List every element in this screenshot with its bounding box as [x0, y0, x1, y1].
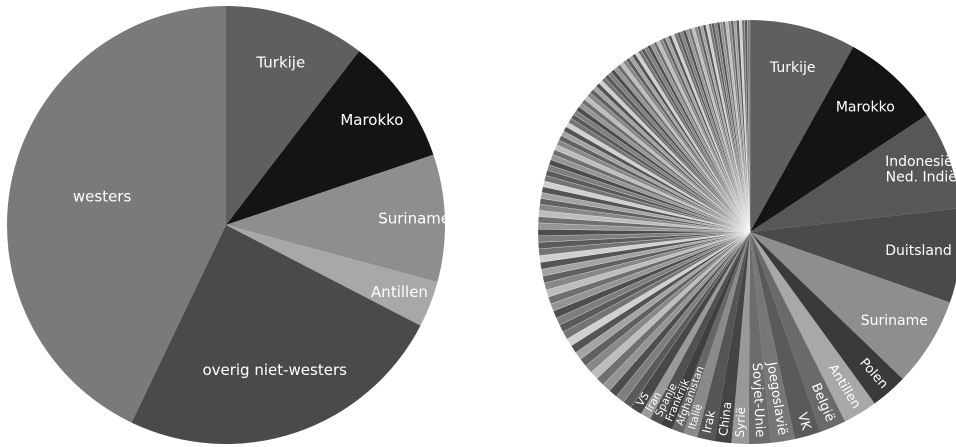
slice-frankrijk — [660, 232, 750, 430]
slice-marokko — [226, 51, 434, 226]
label-syrie: Syrië — [733, 407, 748, 438]
slice-turkije — [750, 20, 854, 232]
slice-westers — [6, 6, 227, 423]
slice-irak — [697, 232, 750, 441]
label-sovjet-unie: Sovjet-Unie — [749, 362, 768, 437]
slice-afghanistan — [671, 232, 750, 434]
slice-indonesie-ned-indie — [750, 115, 956, 232]
slice-vk — [750, 232, 821, 440]
label-antillen: Antillen — [371, 283, 428, 301]
label-china: China — [716, 401, 734, 437]
label-suriname: Suriname — [378, 210, 450, 228]
slice-vs — [630, 232, 750, 414]
slice-overig-niet-westers — [131, 225, 421, 445]
slice-iran — [640, 232, 750, 420]
slice-antillen — [226, 225, 438, 326]
slice-syrie — [731, 232, 750, 444]
slice-china — [714, 232, 750, 444]
label-suriname: Suriname — [861, 313, 928, 329]
label-irak: Irak — [700, 409, 718, 434]
slice-duitsland — [750, 208, 956, 303]
slice-sovjet-unie — [748, 232, 772, 445]
label-turkije: Turkije — [255, 54, 305, 72]
slice-suriname — [750, 232, 950, 380]
slice-other-110 — [747, 19, 751, 233]
pie-chart-countries: Turkije Marokko Indonesië/Ned. Indië Duitsl… — [537, 19, 956, 445]
slice-turkije — [226, 6, 360, 225]
label-marokko: Marokko — [836, 100, 895, 116]
pie-chart-origin-groups: Turkije Marokko Suriname Antillen overig nie… — [6, 6, 450, 445]
slice-polen — [750, 232, 903, 404]
label-marokko: Marokko — [340, 111, 403, 129]
label-duitsland: Duitsland — [885, 243, 952, 259]
slice-antillen — [750, 232, 875, 422]
slice-marokko — [750, 46, 927, 233]
label-vk: VK — [794, 411, 813, 432]
slice-joegoslavie — [750, 232, 795, 443]
slice-italie — [683, 232, 750, 438]
label-turkije: Turkije — [769, 60, 816, 76]
label-overig-niet-westers: overig niet-westers — [202, 361, 347, 379]
label-westers: westers — [73, 187, 132, 205]
slice-suriname — [226, 154, 445, 283]
slice-spanje — [650, 232, 750, 425]
label-indonesie-ned-indie: Indonesië/Ned. Indië — [885, 154, 956, 185]
slice-belgie — [750, 232, 846, 432]
